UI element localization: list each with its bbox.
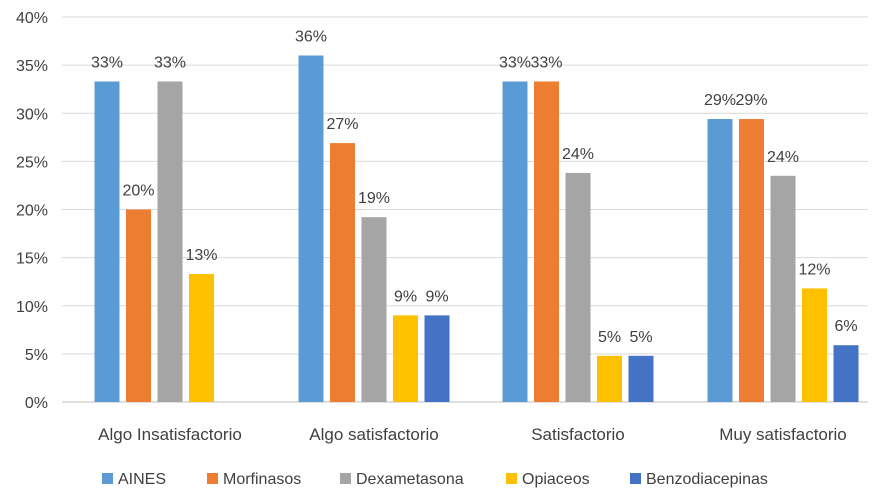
bar-opiaceos-3 xyxy=(802,288,827,402)
bar-dexametasona-2 xyxy=(565,172,591,402)
bar-opiaceos-0 xyxy=(189,273,214,402)
legend-item-opiaceos: Opiaceos xyxy=(506,471,590,488)
y-tick-label: 10% xyxy=(16,299,48,316)
data-label: 19% xyxy=(358,190,390,207)
bar-benzodiacepinas-2 xyxy=(628,355,654,402)
data-label: 33% xyxy=(499,54,531,71)
data-label: 9% xyxy=(425,288,448,305)
bar-aines-0 xyxy=(94,81,120,403)
data-label: 29% xyxy=(704,92,736,109)
y-tick-label: 40% xyxy=(16,10,48,27)
data-label: 27% xyxy=(326,116,358,133)
y-tick-label: 0% xyxy=(25,395,48,412)
legend-swatch xyxy=(630,473,641,484)
x-axis-categories: Algo Insatisfactorio Algo satisfactorio Sa… xyxy=(98,425,847,444)
y-tick-label: 15% xyxy=(16,251,48,268)
data-labels: 33%20%33%13%36%27%19%9% 9%33% 33%24%5% 5%29… xyxy=(91,29,858,346)
bar-morfinasos-0 xyxy=(126,209,151,402)
legend-item-morfinasos: Morfinasos xyxy=(207,471,301,488)
legend-swatch xyxy=(506,473,517,484)
data-label: 6% xyxy=(834,318,857,335)
bar-aines-3 xyxy=(707,119,733,403)
data-label: 36% xyxy=(295,29,327,46)
y-tick-label: 25% xyxy=(16,154,48,171)
y-tick-label: 35% xyxy=(16,58,48,75)
bar-dexametasona-3 xyxy=(770,175,796,402)
data-label: 29% xyxy=(735,92,767,109)
data-label: 12% xyxy=(798,261,830,278)
category-label: Algo satisfactorio xyxy=(309,425,438,444)
category-label: Algo Insatisfactorio xyxy=(98,425,242,444)
legend-swatch xyxy=(207,473,218,484)
y-tick-label: 5% xyxy=(25,347,48,364)
legend-swatch xyxy=(102,473,113,484)
y-axis-ticks: 0% 5% 10% 15% 20% 25% 30% 35% 40% xyxy=(16,10,48,412)
legend-item-dexametasona: Dexametasona xyxy=(340,471,464,488)
legend-label: AINES xyxy=(118,471,166,488)
bar-morfinasos-1 xyxy=(330,143,355,402)
legend-item-aines: AINES xyxy=(102,471,166,488)
bar-opiaceos-1 xyxy=(393,315,418,402)
data-label: 33% xyxy=(154,54,186,71)
y-tick-label: 20% xyxy=(16,203,48,220)
data-label: 5% xyxy=(629,329,652,346)
data-label: 24% xyxy=(562,146,594,163)
bar-morfinasos-3 xyxy=(739,119,764,403)
legend-swatch xyxy=(340,473,351,484)
data-label: 24% xyxy=(767,149,799,166)
data-label: 20% xyxy=(122,183,154,200)
data-label: 13% xyxy=(185,247,217,264)
bar-aines-1 xyxy=(298,55,324,402)
legend-label: Benzodiacepinas xyxy=(646,471,768,488)
category-label: Satisfactorio xyxy=(531,425,625,444)
data-label: 9% xyxy=(394,288,417,305)
category-label: Muy satisfactorio xyxy=(719,425,847,444)
legend-label: Morfinasos xyxy=(223,471,301,488)
data-label: 33% xyxy=(91,54,123,71)
legend-item-benzodiacepinas: Benzodiacepinas xyxy=(630,471,768,488)
bar-opiaceos-2 xyxy=(597,355,622,402)
bar-benzodiacepinas-1 xyxy=(424,315,450,402)
bar-dexametasona-1 xyxy=(361,217,387,402)
legend-label: Opiaceos xyxy=(522,471,590,488)
data-label: 5% xyxy=(598,329,621,346)
legend: AINES Morfinasos Dexametasona Opiaceos Benzo… xyxy=(102,471,768,488)
bar-aines-2 xyxy=(502,81,528,403)
data-label: 33% xyxy=(530,54,562,71)
bar-benzodiacepinas-3 xyxy=(833,345,859,402)
legend-label: Dexametasona xyxy=(356,471,464,488)
bar-dexametasona-0 xyxy=(157,81,183,403)
y-tick-label: 30% xyxy=(16,106,48,123)
bar-morfinasos-2 xyxy=(534,81,559,403)
bars xyxy=(94,55,859,403)
